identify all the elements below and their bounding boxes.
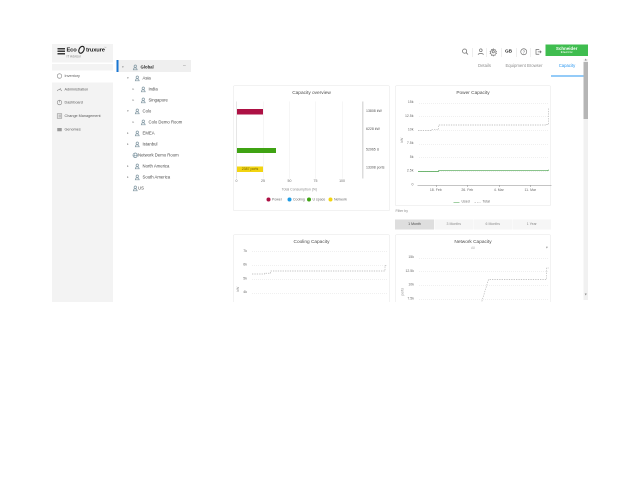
- svg-text:?: ?: [523, 49, 526, 54]
